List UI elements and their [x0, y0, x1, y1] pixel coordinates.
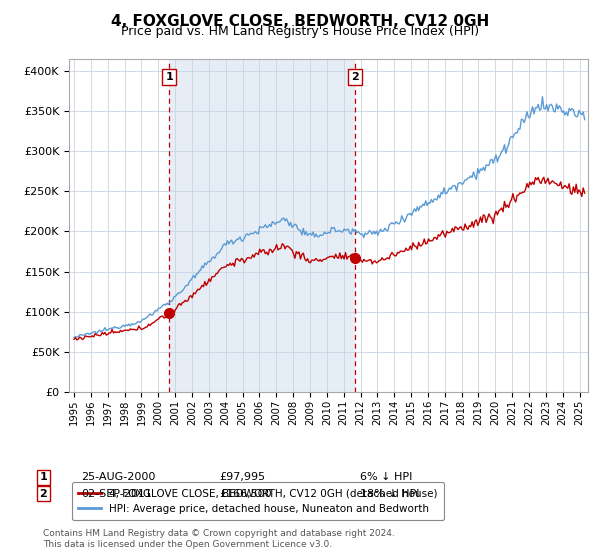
Text: 6% ↓ HPI: 6% ↓ HPI: [360, 472, 412, 482]
Text: 1: 1: [166, 72, 173, 82]
Text: 18% ↓ HPI: 18% ↓ HPI: [360, 489, 419, 499]
Text: £97,995: £97,995: [219, 472, 265, 482]
Text: Price paid vs. HM Land Registry's House Price Index (HPI): Price paid vs. HM Land Registry's House …: [121, 25, 479, 38]
Text: 4, FOXGLOVE CLOSE, BEDWORTH, CV12 0GH: 4, FOXGLOVE CLOSE, BEDWORTH, CV12 0GH: [111, 14, 489, 29]
Text: 2: 2: [40, 489, 47, 499]
Text: 1: 1: [40, 472, 47, 482]
Text: 02-SEP-2011: 02-SEP-2011: [81, 489, 152, 499]
Bar: [169, 59, 355, 392]
Text: £166,500: £166,500: [219, 489, 272, 499]
Text: 25-AUG-2000: 25-AUG-2000: [81, 472, 155, 482]
Legend: 4, FOXGLOVE CLOSE, BEDWORTH, CV12 0GH (detached house), HPI: Average price, deta: 4, FOXGLOVE CLOSE, BEDWORTH, CV12 0GH (d…: [71, 482, 444, 520]
Text: 2: 2: [351, 72, 359, 82]
Text: This data is licensed under the Open Government Licence v3.0.: This data is licensed under the Open Gov…: [43, 540, 332, 549]
Text: Contains HM Land Registry data © Crown copyright and database right 2024.: Contains HM Land Registry data © Crown c…: [43, 529, 395, 538]
